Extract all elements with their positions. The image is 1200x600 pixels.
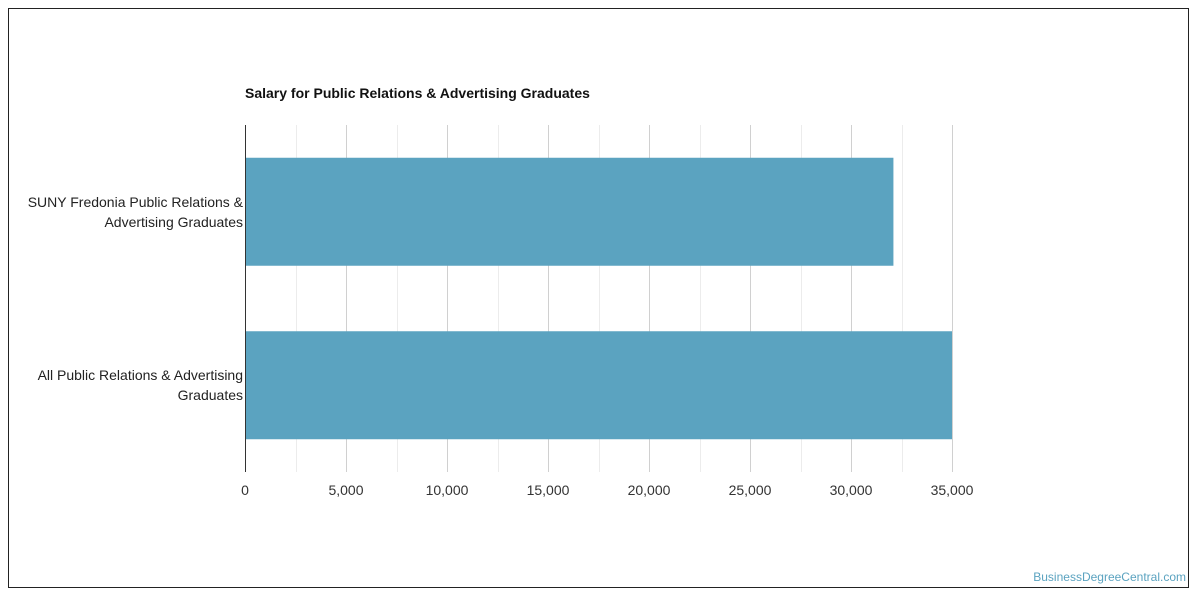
x-tick-label: 30,000 bbox=[830, 482, 873, 498]
x-tick-label: 15,000 bbox=[527, 482, 570, 498]
x-tick-label: 0 bbox=[241, 482, 249, 498]
x-tick-label: 35,000 bbox=[931, 482, 974, 498]
category-label-line: Advertising Graduates bbox=[104, 213, 243, 230]
source-credit: BusinessDegreeCentral.com bbox=[1033, 570, 1186, 584]
bar-0 bbox=[245, 157, 894, 266]
category-label-1: All Public Relations & Advertising Gradua… bbox=[3, 365, 243, 405]
x-tick-label: 25,000 bbox=[729, 482, 772, 498]
chart-frame bbox=[8, 8, 1189, 588]
category-label-0: SUNY Fredonia Public Relations & Advertis… bbox=[3, 192, 243, 232]
category-label-line: All Public Relations & Advertising bbox=[37, 367, 243, 384]
bar-1 bbox=[245, 331, 952, 440]
x-tick-label: 20,000 bbox=[628, 482, 671, 498]
category-label-line: SUNY Fredonia Public Relations & bbox=[27, 193, 243, 210]
x-tick-label: 10,000 bbox=[426, 482, 469, 498]
chart-title: Salary for Public Relations & Advertisin… bbox=[245, 85, 590, 101]
x-tick-label: 5,000 bbox=[328, 482, 363, 498]
category-label-line: Graduates bbox=[177, 387, 243, 404]
